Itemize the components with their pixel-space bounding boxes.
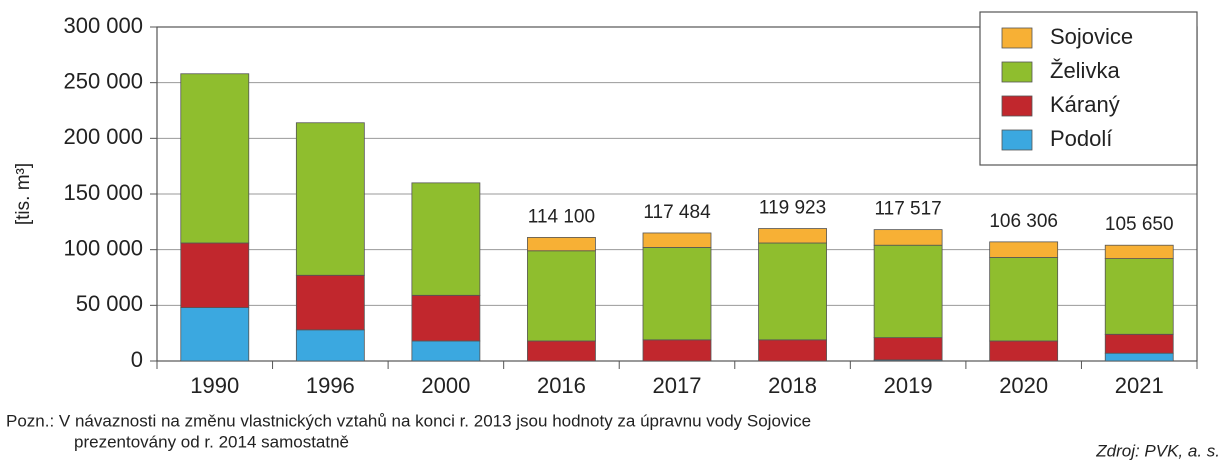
bar-segment: [642, 247, 712, 341]
legend-swatch: [1001, 61, 1033, 83]
legend-swatch: [1001, 129, 1033, 151]
bar-segment: [758, 339, 827, 362]
legend-label: Káraný: [1050, 92, 1120, 117]
total-label: 114 100: [528, 206, 595, 227]
bar-segment: [527, 237, 596, 252]
bar-segment: [180, 73, 250, 244]
bar-segment: [758, 242, 827, 341]
bar-segment: [295, 122, 365, 276]
bar-segment: [758, 228, 827, 244]
bar-segment: [411, 340, 481, 362]
total-label: 117 517: [874, 199, 941, 220]
x-tick-label: 2016: [537, 373, 586, 398]
bar-segment: [642, 232, 712, 248]
bar-segment: [527, 250, 596, 342]
legend-swatch: [1001, 95, 1033, 117]
legend-label: Želivka: [1050, 58, 1120, 83]
bar-segment: [527, 340, 596, 362]
bar-segment: [873, 229, 943, 246]
x-tick-label: 2017: [653, 373, 702, 398]
x-tick-label: 2021: [1115, 373, 1164, 398]
bar-segment: [989, 340, 1059, 362]
bar-segment: [1104, 244, 1174, 259]
y-tick-label: 100 000: [63, 235, 143, 260]
x-tick-label: 2019: [884, 373, 933, 398]
total-label: 106 306: [989, 211, 1058, 232]
note: Pozn.: V návaznosti na změnu vlastnickýc…: [6, 411, 811, 430]
legend-label: Podolí: [1050, 126, 1112, 151]
total-label: 119 923: [759, 198, 826, 219]
y-tick-label: 50 000: [76, 291, 143, 316]
x-tick-label: 2020: [999, 373, 1048, 398]
y-tick-label: 300 000: [63, 13, 143, 38]
x-tick-label: 2018: [768, 373, 817, 398]
bar-segment: [1104, 352, 1174, 362]
note: prezentovány od r. 2014 samostatně: [74, 432, 349, 451]
x-tick-label: 1996: [306, 373, 355, 398]
y-tick-label: 150 000: [63, 180, 143, 205]
legend-label: Sojovice: [1050, 24, 1133, 49]
bar-segment: [180, 307, 250, 362]
total-label: 105 650: [1105, 214, 1174, 235]
bar-segment: [295, 274, 365, 331]
x-tick-label: 1990: [190, 373, 239, 398]
bar-segment: [989, 241, 1059, 258]
y-tick-label: 0: [131, 347, 143, 372]
bar-segment: [180, 242, 250, 308]
total-label: 117 484: [643, 202, 711, 223]
bar-segment: [989, 257, 1059, 342]
y-tick-label: 250 000: [63, 68, 143, 93]
source: Zdroj: PVK, a. s.: [1095, 441, 1220, 460]
y-tick-label: 200 000: [63, 124, 143, 149]
bar-segment: [1104, 333, 1174, 354]
legend-swatch: [1001, 27, 1033, 49]
bar-segment: [873, 244, 943, 339]
x-tick-label: 2000: [421, 373, 470, 398]
bar-segment: [1104, 258, 1174, 335]
bar-segment: [411, 182, 481, 296]
bar-segment: [873, 337, 943, 361]
bar-segment: [295, 329, 365, 362]
bar-segment: [411, 294, 481, 342]
y-axis-label: [tis. m³]: [13, 163, 34, 225]
bar-segment: [642, 339, 712, 362]
